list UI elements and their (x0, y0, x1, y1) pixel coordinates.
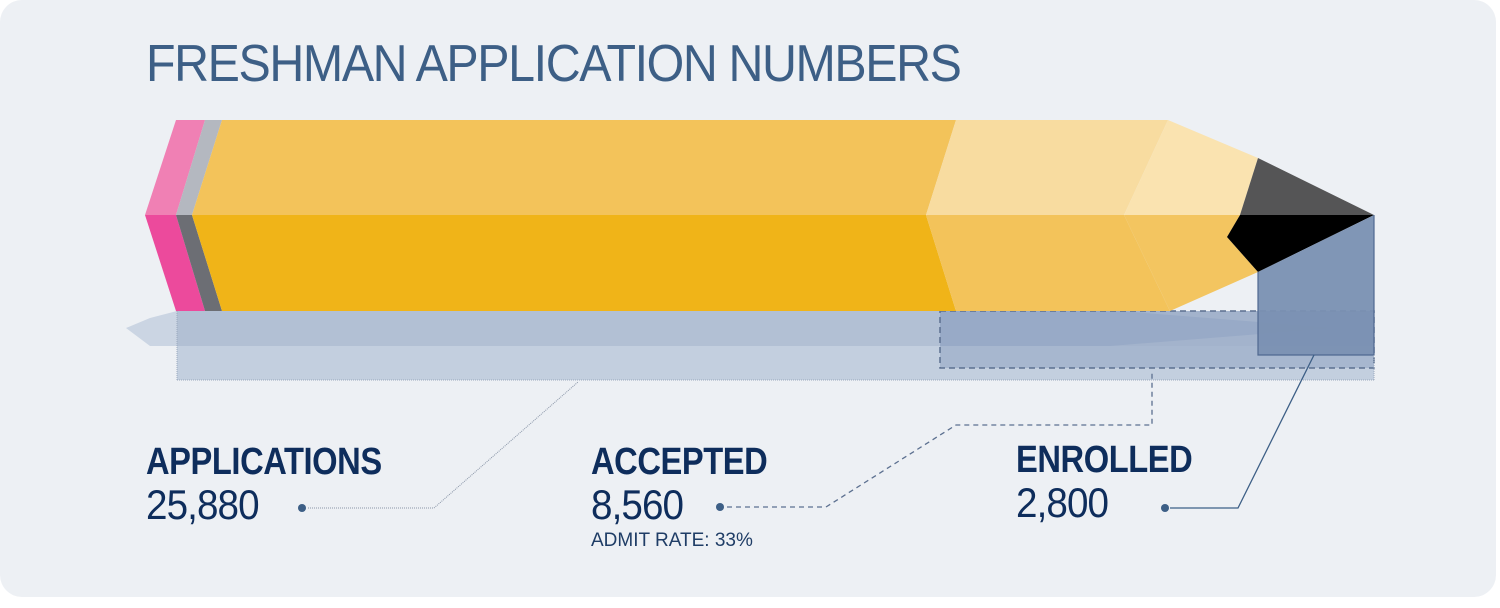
applications-connector (298, 381, 579, 512)
enrolled-connector (1161, 354, 1315, 512)
enrolled-value: 2,800 (1016, 479, 1109, 526)
enrolled-label: ENROLLED (1016, 439, 1193, 481)
accepted-label: ACCEPTED (591, 441, 768, 483)
chart-title: FRESHMAN APPLICATION NUMBERS (146, 35, 962, 93)
pencil-icon (145, 120, 1374, 311)
enrolled-stat: ENROLLED 2,800 (1016, 440, 1221, 526)
enrolled-bar (1257, 215, 1375, 356)
accepted-value: 8,560 (591, 481, 684, 528)
applications-label: APPLICATIONS (146, 441, 382, 483)
admit-rate-note: ADMIT RATE: 33% (591, 530, 753, 551)
accepted-stat: ACCEPTED 8,560 ADMIT RATE: 33% (591, 442, 796, 552)
accepted-connector (716, 370, 1153, 511)
applications-stat: APPLICATIONS 25,880 (146, 442, 420, 528)
infographic-card: FRESHMAN APPLICATION NUMBERS (0, 0, 1496, 597)
applications-value: 25,880 (146, 481, 260, 528)
